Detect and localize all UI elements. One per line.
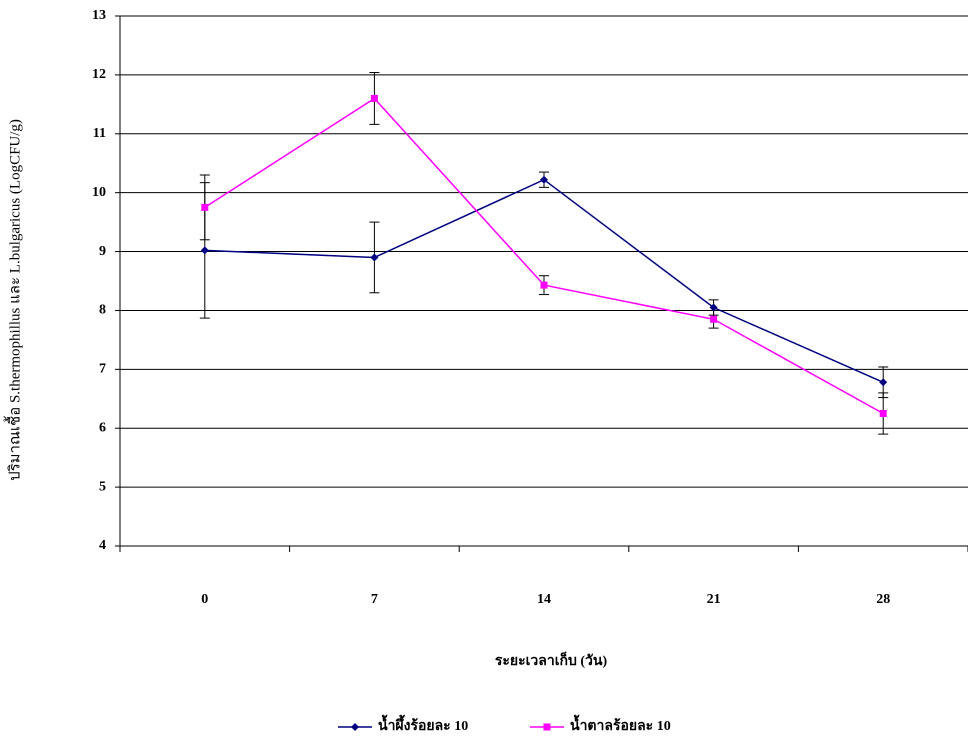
x-tick-label: 28 (876, 592, 890, 607)
chart: ปริมาณเชื้อ S.thermophillus และ L.bulgar… (0, 0, 968, 743)
legend-label: น้ำตาลร้อยละ 10 (570, 714, 671, 734)
y-tick-label: 7 (99, 362, 106, 377)
y-tick-label: 11 (93, 126, 106, 141)
y-tick-label: 4 (99, 538, 106, 553)
legend-label: น้ำผึ้งร้อยละ 10 (378, 714, 468, 734)
x-tick-label: 0 (201, 592, 208, 607)
point (201, 204, 208, 211)
series-line (205, 98, 883, 413)
point (371, 95, 378, 102)
y-tick-label: 6 (99, 420, 106, 435)
x-tick-label: 7 (371, 592, 378, 607)
y-tick-label: 12 (92, 67, 106, 82)
x-tick-label: 14 (537, 592, 551, 607)
point (370, 253, 378, 261)
legend-marker (544, 724, 551, 731)
point (201, 246, 209, 254)
y-tick-label: 8 (99, 303, 106, 318)
x-tick-label: 21 (707, 592, 721, 607)
y-axis-label: ปริมาณเชื้อ S.thermophillus และ L.bulgar… (3, 119, 23, 481)
point (710, 316, 717, 323)
point (880, 410, 887, 417)
legend-marker (351, 723, 359, 731)
x-axis-label: ระยะเวลาเก็บ (วัน) (495, 651, 608, 669)
point (541, 282, 548, 289)
y-tick-label: 13 (92, 8, 106, 23)
y-tick-label: 10 (92, 185, 106, 200)
y-tick-label: 5 (99, 479, 106, 494)
y-tick-label: 9 (99, 244, 106, 259)
point (879, 378, 887, 386)
